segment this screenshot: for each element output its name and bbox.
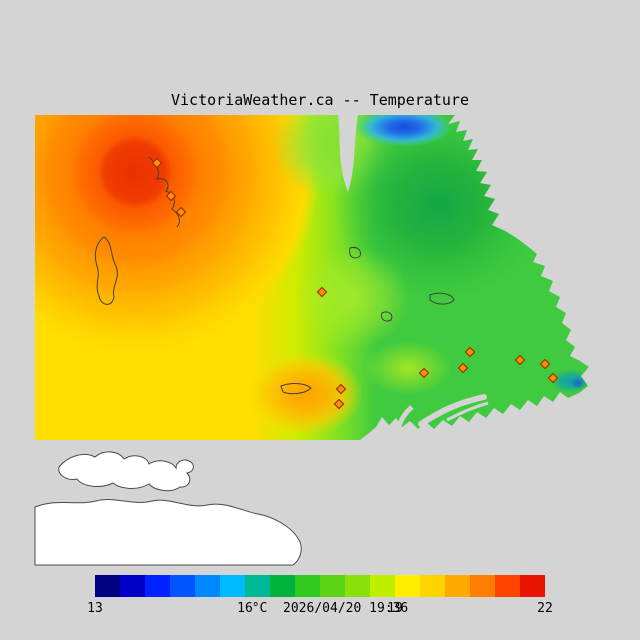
colorbar-tick-label: 19	[387, 601, 403, 616]
coastline-outlines	[94, 156, 455, 395]
page-title: VictoriaWeather.ca -- Temperature	[170, 91, 469, 109]
colorbar-tick-label: 16	[237, 601, 253, 616]
colorbar-caption: °C 2026/04/20 19:36	[251, 601, 409, 616]
station-marker	[464, 346, 476, 358]
colorbar-tick-label: 22	[537, 601, 553, 616]
warm-orange-patch	[247, 352, 363, 436]
station-marker	[418, 367, 430, 379]
light-green-patch	[294, 246, 410, 350]
station-marker	[514, 354, 526, 366]
harbour-channels	[395, 394, 489, 430]
light-green-patch	[364, 341, 452, 395]
station-marker	[316, 286, 328, 298]
blue-spot-right	[570, 377, 586, 389]
stations-layer	[151, 157, 559, 410]
station-marker	[165, 190, 177, 202]
station-marker	[333, 398, 345, 410]
cold-blue-patch	[354, 115, 454, 147]
land-shapes	[34, 451, 302, 566]
temperature-field	[35, 115, 589, 440]
land-lower	[34, 499, 302, 566]
station-marker	[175, 206, 187, 218]
station-marker	[151, 157, 163, 169]
station-marker	[539, 358, 551, 370]
station-marker	[335, 383, 347, 395]
station-marker	[457, 362, 469, 374]
station-marker	[547, 372, 559, 384]
colorbar	[95, 575, 545, 597]
land-upper	[58, 451, 194, 492]
colorbar-tick-label: 13	[87, 601, 103, 616]
